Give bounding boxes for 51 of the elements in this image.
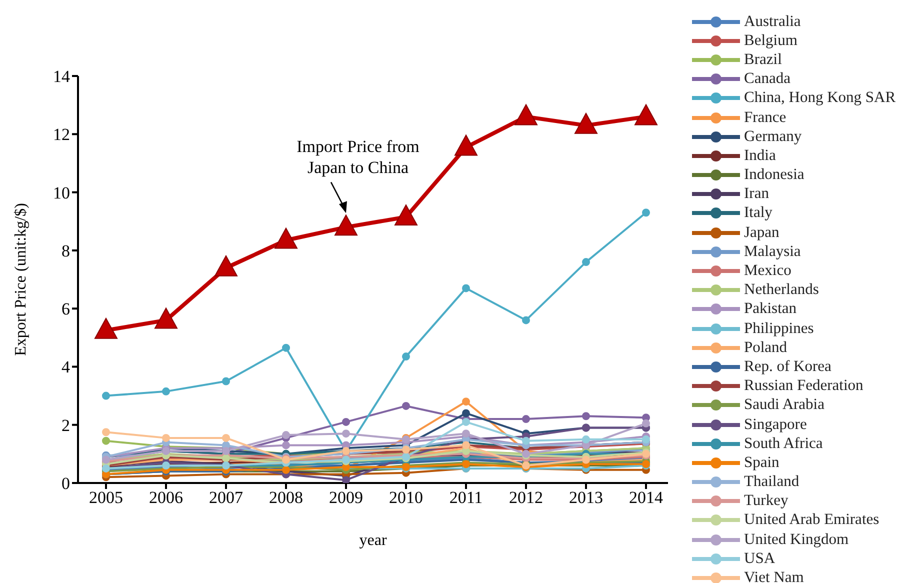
legend-label: United Kingdom [744, 530, 849, 549]
legend-label: Turkey [744, 492, 788, 510]
legend-label: Pakistan [744, 300, 797, 318]
legend-label: USA [744, 550, 776, 568]
x-tick-label: 2010 [389, 488, 423, 508]
x-tick-label: 2007 [209, 488, 244, 508]
legend-label: South Africa [744, 434, 823, 453]
legend-label: Germany [744, 128, 802, 146]
legend-label: Italy [744, 204, 772, 222]
y-tick-label: 14 [53, 67, 70, 86]
legend-label: France [744, 108, 786, 127]
legend-label: Australia [744, 12, 801, 31]
y-tick-label: 0 [62, 474, 70, 494]
legend-label: Brazil [744, 50, 782, 69]
legend-label: Mexico [744, 262, 792, 280]
legend-label: Russian Federation [744, 377, 864, 396]
legend-label: Canada [744, 70, 790, 88]
legend-label: United Arab Emirates [744, 511, 880, 530]
legend-label: Malaysia [744, 242, 801, 261]
y-tick-label: 6 [62, 300, 70, 319]
x-tick-label: 2014 [629, 488, 664, 508]
x-tick-label: 2012 [509, 488, 543, 508]
legend-label: Philippines [744, 320, 814, 338]
legend-label: Indonesia [744, 166, 804, 184]
y-tick-label: 4 [62, 358, 70, 377]
y-tick-label: 8 [62, 241, 70, 260]
legend-label: Singapore [744, 416, 807, 434]
x-tick-label: 2009 [329, 488, 363, 508]
legend-label: Spain [744, 454, 780, 472]
legend-label: Poland [744, 338, 788, 357]
legend-label: Thailand [744, 473, 800, 492]
legend-label: India [744, 146, 776, 165]
y-tick-label: 10 [53, 183, 70, 202]
y-tick-label: 12 [53, 125, 70, 144]
x-axis-title: year [359, 532, 388, 549]
x-tick-label: 2006 [149, 488, 183, 508]
legend-label: Saudi Arabia [744, 396, 824, 414]
x-tick-label: 2008 [269, 488, 303, 508]
legend-label: Belgium [744, 32, 798, 50]
legend-label: Rep. of Korea [744, 358, 832, 376]
y-tick-label: 2 [62, 416, 70, 435]
legend-label: China, Hong Kong SAR [744, 89, 896, 108]
x-tick-label: 2013 [569, 488, 603, 508]
annotation: Import Price from Japan to China [296, 137, 420, 178]
legend-label: Viet Nam [744, 569, 804, 583]
x-tick-label: 2005 [89, 488, 123, 508]
legend-label: Iran [744, 185, 769, 204]
legend-label: Netherlands [744, 281, 819, 300]
legend-label: Japan [744, 224, 780, 242]
x-tick-label: 2011 [449, 488, 483, 508]
y-axis-title: Export Price (unit:kg/$) [12, 203, 30, 356]
